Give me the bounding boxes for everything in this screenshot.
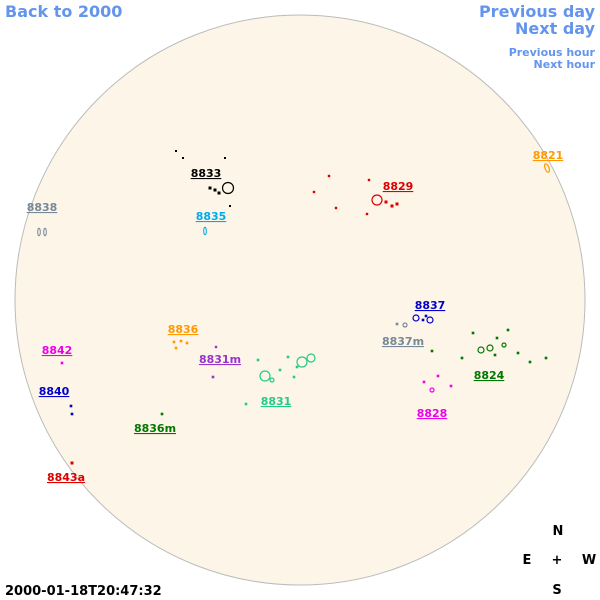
- previous-hour-link[interactable]: Previous hour: [509, 46, 596, 59]
- sunspot: [506, 328, 510, 332]
- region-label[interactable]: 8831m: [199, 353, 241, 366]
- sunspot: [327, 174, 331, 178]
- region-label[interactable]: 8837m: [382, 335, 424, 348]
- region-label[interactable]: 8828: [417, 407, 448, 420]
- region-label[interactable]: 8824: [474, 369, 505, 382]
- sunspot: [229, 205, 231, 207]
- region-label[interactable]: 8836: [168, 323, 199, 336]
- sunspot: [292, 375, 296, 379]
- sunspot: [43, 227, 47, 237]
- sunspot: [295, 365, 299, 369]
- sunspot: [60, 361, 64, 365]
- region-label[interactable]: 8835: [196, 210, 227, 223]
- sunspot: [296, 356, 308, 368]
- region-label[interactable]: 8840: [39, 385, 70, 398]
- sunspot: [211, 375, 215, 379]
- sunspot: [269, 377, 275, 383]
- sunspot: [460, 356, 464, 360]
- sunspot: [384, 200, 388, 204]
- sunspot: [424, 314, 428, 318]
- sunspot: [185, 341, 189, 345]
- region-label[interactable]: 8831: [261, 395, 292, 408]
- sunspot: [544, 356, 548, 360]
- sunspot: [70, 461, 74, 465]
- sunspot: [213, 188, 217, 192]
- sunspot: [221, 181, 235, 195]
- compass-east: E: [523, 553, 532, 568]
- sunspot: [430, 349, 434, 353]
- sunspot: [175, 150, 177, 152]
- sunspot: [306, 353, 316, 363]
- region-label[interactable]: 8829: [383, 180, 414, 193]
- sunspot: [182, 157, 184, 159]
- sunspot: [402, 322, 408, 328]
- sunspot: [208, 186, 212, 190]
- sunspot: [70, 412, 74, 416]
- sunspot: [395, 202, 399, 206]
- sunspot: [493, 353, 497, 357]
- sunspot: [390, 204, 394, 208]
- region-label[interactable]: 8843a: [47, 471, 85, 484]
- sunspot: [365, 212, 369, 216]
- compass-center: +: [552, 553, 563, 568]
- sunspot: [214, 345, 218, 349]
- compass-south: S: [552, 583, 561, 598]
- region-label[interactable]: 8836m: [134, 422, 176, 435]
- sunspot: [259, 370, 271, 382]
- sunspot: [412, 314, 420, 322]
- sunspot: [160, 412, 164, 416]
- sunspot: [436, 374, 440, 378]
- sunspot: [486, 344, 494, 352]
- sunspot: [256, 358, 260, 362]
- solar-disk: [14, 14, 586, 586]
- sunspot: [516, 351, 520, 355]
- timestamp: 2000-01-18T20:47:32: [5, 584, 162, 599]
- sunspot: [69, 404, 73, 408]
- sunspot: [477, 346, 485, 354]
- region-label[interactable]: 8837: [415, 299, 446, 312]
- sunspot: [174, 346, 178, 350]
- sunspot: [449, 384, 453, 388]
- sunspot: [217, 191, 221, 195]
- sunspot: [37, 227, 41, 237]
- compass-north: N: [553, 524, 564, 539]
- sunspot: [334, 206, 338, 210]
- sunspot: [278, 368, 282, 372]
- sunspot: [179, 339, 183, 343]
- previous-day-link[interactable]: Previous day: [479, 2, 596, 21]
- next-hour-link[interactable]: Next hour: [534, 58, 596, 71]
- compass-west: W: [582, 553, 596, 568]
- sunspot: [286, 355, 290, 359]
- back-link[interactable]: Back to 2000: [5, 2, 122, 21]
- sunspot: [371, 194, 383, 206]
- region-label[interactable]: 8838: [27, 201, 58, 214]
- region-label[interactable]: 8821: [533, 149, 564, 162]
- sunspot: [172, 340, 176, 344]
- sunspot: [429, 387, 435, 393]
- sunspot: [422, 380, 426, 384]
- sunspot: [501, 342, 507, 348]
- sunspot: [244, 402, 248, 406]
- sunspot: [543, 163, 551, 173]
- region-label[interactable]: 8842: [42, 344, 73, 357]
- sunspot: [426, 316, 434, 324]
- sunspot: [395, 322, 399, 326]
- sunspot: [471, 331, 475, 335]
- sunspot: [528, 360, 532, 364]
- sunspot: [421, 318, 425, 322]
- sunspot: [367, 178, 371, 182]
- sunspot: [495, 336, 499, 340]
- region-label[interactable]: 8833: [191, 167, 222, 180]
- sunspot: [224, 157, 226, 159]
- sunspot: [312, 190, 316, 194]
- next-day-link[interactable]: Next day: [515, 19, 596, 38]
- sunspot: [203, 226, 207, 236]
